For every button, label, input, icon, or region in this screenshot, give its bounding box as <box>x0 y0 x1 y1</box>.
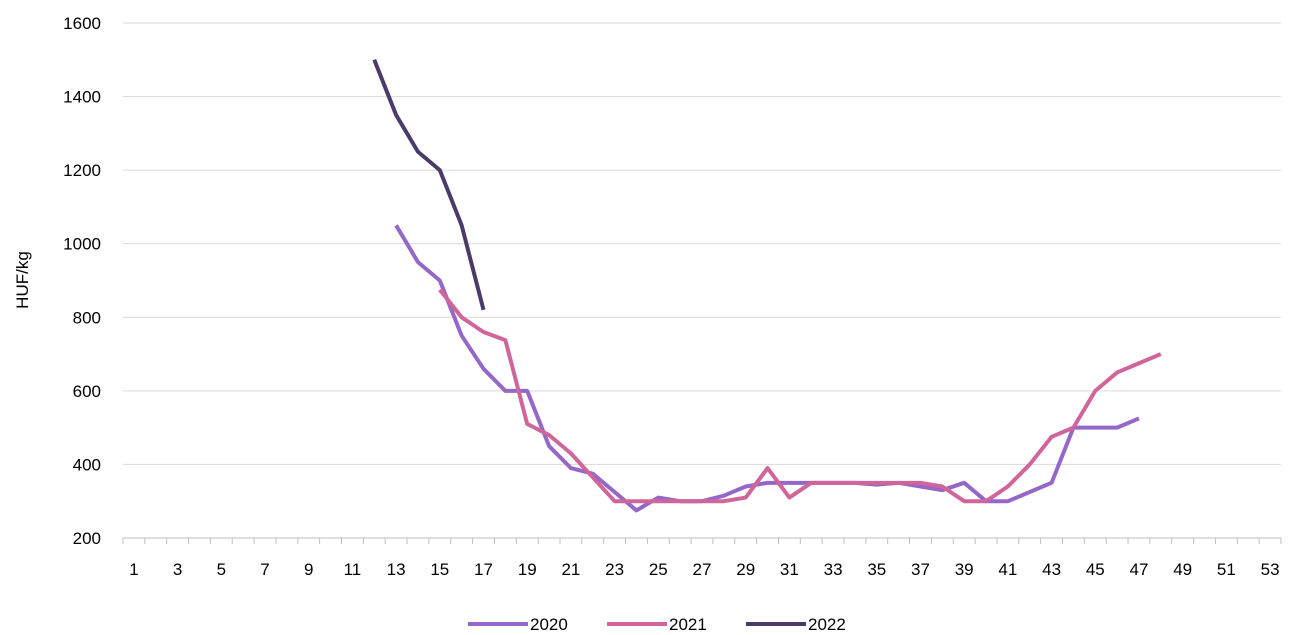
x-axis <box>122 537 1282 544</box>
x-tick-label: 33 <box>824 560 843 579</box>
legend-label-2020: 2020 <box>530 615 568 634</box>
x-tick-label: 45 <box>1086 560 1105 579</box>
x-tick-label: 21 <box>561 560 580 579</box>
x-tick-label: 5 <box>217 560 226 579</box>
x-tick-label: 51 <box>1217 560 1236 579</box>
legend: 2020 2021 2022 <box>468 615 846 634</box>
x-tick-label: 47 <box>1130 560 1149 579</box>
legend-label-2022: 2022 <box>808 615 846 634</box>
y-tick-label: 200 <box>73 529 101 548</box>
x-tick-label: 15 <box>430 560 449 579</box>
y-axis-title: HUF/kg <box>13 251 32 309</box>
y-tick-label: 800 <box>73 308 101 327</box>
y-tick-label: 1600 <box>63 14 101 33</box>
x-tick-label: 3 <box>173 560 182 579</box>
y-axis-tick-labels: 200 400 600 800 1000 1200 1400 1600 <box>63 14 101 548</box>
y-tick-label: 1200 <box>63 161 101 180</box>
x-tick-label: 29 <box>736 560 755 579</box>
series-line-2021 <box>438 288 1162 504</box>
x-tick-label: 49 <box>1173 560 1192 579</box>
x-tick-label: 27 <box>693 560 712 579</box>
x-tick-label: 17 <box>474 560 493 579</box>
x-tick-label: 43 <box>1042 560 1061 579</box>
x-tick-label: 53 <box>1261 560 1280 579</box>
x-tick-label: 9 <box>304 560 313 579</box>
x-tick-label: 1 <box>129 560 138 579</box>
y-tick-label: 1000 <box>63 235 101 254</box>
y-tick-label: 600 <box>73 382 101 401</box>
x-tick-label: 37 <box>911 560 930 579</box>
x-tick-label: 31 <box>780 560 799 579</box>
x-tick-label: 39 <box>955 560 974 579</box>
x-axis-tick-labels: 1 3 5 7 9 11 13 15 17 19 21 23 25 27 29 31 33 35 37 39 41 43 4… <box>129 560 1279 579</box>
x-tick-label: 7 <box>260 560 269 579</box>
x-tick-label: 19 <box>518 560 537 579</box>
x-tick-label: 11 <box>344 560 362 579</box>
gridlines <box>123 22 1281 465</box>
x-tick-label: 23 <box>605 560 624 579</box>
x-tick-label: 35 <box>867 560 886 579</box>
series-lines <box>372 59 1162 513</box>
y-tick-label: 1400 <box>63 88 101 107</box>
legend-label-2021: 2021 <box>669 615 707 634</box>
series-line-2022 <box>372 59 486 311</box>
y-tick-label: 400 <box>73 455 101 474</box>
x-tick-label: 13 <box>387 560 406 579</box>
x-tick-label: 41 <box>998 560 1017 579</box>
x-tick-label: 25 <box>649 560 668 579</box>
